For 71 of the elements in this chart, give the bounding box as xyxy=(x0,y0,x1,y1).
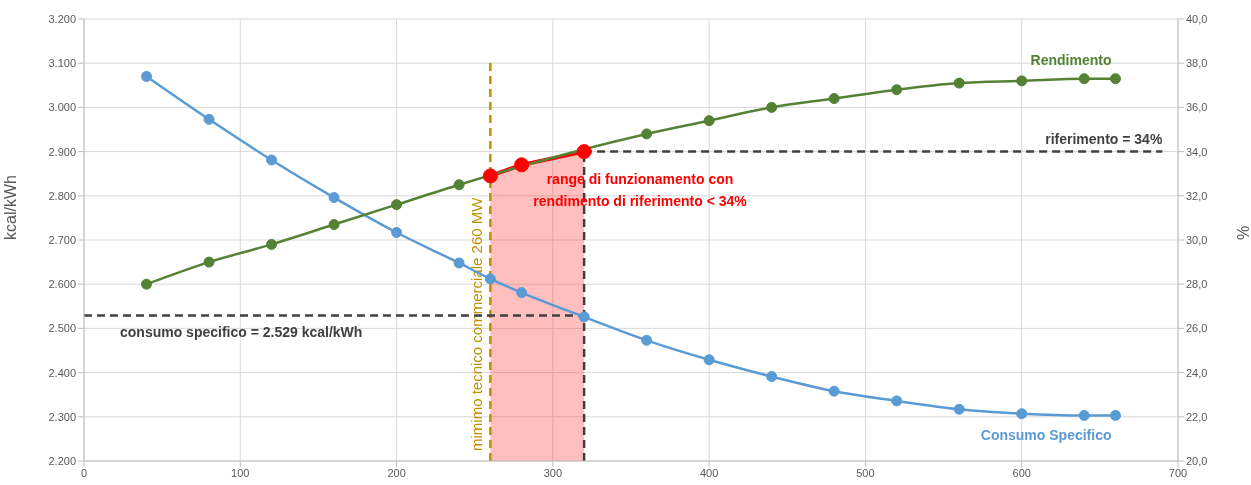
point xyxy=(266,238,278,250)
y-tick-label: 2.300 xyxy=(48,410,76,423)
y-tick-label: 3.100 xyxy=(48,57,76,70)
annotation: range di funzionamento con rendimento di riferimento < 34% xyxy=(532,170,748,211)
x-tick-label: 600 xyxy=(1012,466,1031,479)
y2-tick-label: 40,0 xyxy=(1186,12,1208,25)
point xyxy=(891,395,903,407)
point xyxy=(953,403,965,415)
point xyxy=(203,256,215,268)
y-tick-label: 2.400 xyxy=(48,366,76,379)
point xyxy=(484,273,496,285)
y-tick-label: 2.600 xyxy=(48,278,76,291)
y2-tick-label: 26,0 xyxy=(1186,322,1208,335)
point xyxy=(703,115,715,127)
y-axis-title: kcal/kWh xyxy=(1,175,19,240)
x-tick-label: 200 xyxy=(387,466,406,479)
point xyxy=(766,101,778,113)
y-tick-label: 3.000 xyxy=(48,101,76,114)
y-tick-label: 2.800 xyxy=(48,189,76,202)
x-tick-label: 700 xyxy=(1168,466,1188,479)
point xyxy=(516,287,528,299)
x-tick-label: 500 xyxy=(856,466,875,479)
point xyxy=(328,192,340,204)
y2-axis-title: % xyxy=(1234,225,1251,240)
point xyxy=(641,334,653,346)
point xyxy=(391,226,403,238)
x-tick-label: 300 xyxy=(543,466,563,479)
point xyxy=(1078,409,1090,421)
y-tick-label: 2.900 xyxy=(48,145,76,158)
y-tick-label: 2.500 xyxy=(48,322,76,335)
point xyxy=(141,70,153,82)
y-tick-label: 2.700 xyxy=(48,233,76,246)
point xyxy=(828,93,840,105)
point xyxy=(641,128,653,140)
y2-tick-label: 32,0 xyxy=(1186,189,1208,202)
point xyxy=(1016,75,1028,87)
x-tick-label: 0 xyxy=(80,466,88,479)
series-label: Consumo Specifico xyxy=(980,427,1112,444)
y-tick-label: 2.200 xyxy=(48,454,76,467)
series-label: Rendimento xyxy=(1030,51,1112,68)
x-tick-label: 100 xyxy=(231,466,250,479)
point xyxy=(266,154,278,166)
point xyxy=(1016,408,1028,420)
ref-line-label: consumo specifico = 2.529 kcal/kWh xyxy=(120,323,363,340)
point xyxy=(578,311,590,323)
y2-tick-label: 34,0 xyxy=(1186,145,1208,158)
y2-tick-label: 30,0 xyxy=(1186,233,1208,246)
point xyxy=(891,84,903,96)
point xyxy=(141,278,153,290)
point xyxy=(328,219,340,231)
y2-tick-label: 24,0 xyxy=(1186,366,1208,379)
ref-line-label: riferimento = 34% xyxy=(1045,130,1163,147)
point xyxy=(1078,73,1090,85)
point xyxy=(203,113,215,125)
point xyxy=(1109,73,1121,85)
point xyxy=(1109,409,1121,421)
x-tick-label: 400 xyxy=(699,466,719,479)
point xyxy=(828,385,840,397)
y2-tick-label: 28,0 xyxy=(1186,278,1208,291)
point xyxy=(703,354,715,366)
ref-line-label: mimimo tecnico commerciale 260 MW xyxy=(468,196,486,451)
point xyxy=(453,179,465,191)
point xyxy=(391,199,403,211)
y2-tick-label: 36,0 xyxy=(1186,101,1208,114)
point xyxy=(953,77,965,89)
y-tick-label: 3.200 xyxy=(48,12,76,25)
y2-tick-label: 38,0 xyxy=(1186,57,1208,70)
point xyxy=(766,371,778,383)
point xyxy=(453,257,465,269)
y2-tick-label: 22,0 xyxy=(1186,410,1208,423)
y2-tick-label: 20,0 xyxy=(1186,454,1208,467)
